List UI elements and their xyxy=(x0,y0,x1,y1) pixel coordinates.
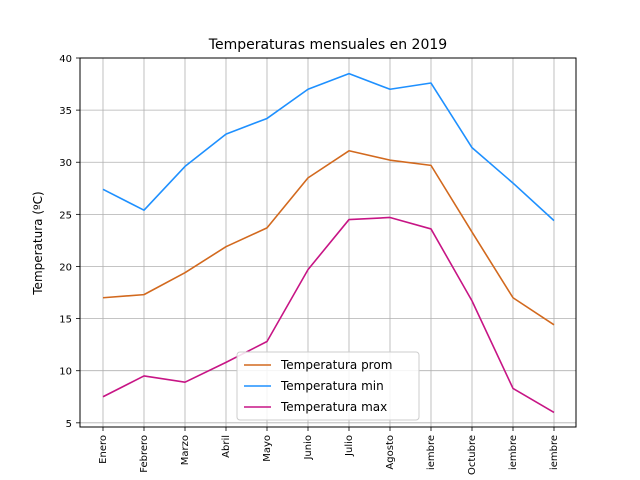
y-tick-label: 25 xyxy=(59,210,72,221)
y-axis: 5 10 15 20 25 30 35 40 xyxy=(59,54,80,430)
x-tick-label: Abril xyxy=(221,435,232,458)
y-tick-label: 15 xyxy=(59,315,72,326)
chart-title: Temperaturas mensuales en 2019 xyxy=(208,37,447,53)
x-tick-label: iembre xyxy=(426,435,437,470)
series-line xyxy=(102,72,555,222)
y-tick-label: 20 xyxy=(59,262,72,273)
plot-frame xyxy=(79,57,577,428)
x-tick-label: Marzo xyxy=(180,435,191,465)
x-axis: Enero Febrero Marzo Abril Mayo Junio Julio Agos… xyxy=(98,427,560,475)
y-tick-label: 10 xyxy=(59,367,72,378)
y-tick-label: 30 xyxy=(59,158,72,169)
series-lines xyxy=(102,72,555,414)
legend: Temperatura prom Temperatura min Temperatu… xyxy=(236,351,420,421)
x-tick-label: Mayo xyxy=(262,435,273,462)
legend-label: Temperatura min xyxy=(280,379,384,393)
series-line xyxy=(102,149,555,326)
x-tick-label: iembre xyxy=(508,435,519,470)
y-axis-label: Temperatura (ºC) xyxy=(31,191,45,295)
x-tick-label: Octubre xyxy=(467,435,478,475)
y-tick-label: 5 xyxy=(66,419,72,430)
y-tick-label: 40 xyxy=(59,54,72,65)
series-line xyxy=(102,216,555,414)
x-tick-label: Agosto xyxy=(385,435,396,470)
x-tick-label: Julio xyxy=(344,435,355,457)
x-tick-label: Junio xyxy=(303,435,314,461)
y-tick-label: 35 xyxy=(59,106,72,117)
legend-label: Temperatura max xyxy=(280,400,387,414)
x-tick-label: Enero xyxy=(98,435,109,464)
legend-box xyxy=(236,351,420,421)
x-tick-label: iembre xyxy=(549,435,560,470)
legend-label: Temperatura prom xyxy=(280,358,392,372)
x-tick-label: Febrero xyxy=(139,435,150,473)
